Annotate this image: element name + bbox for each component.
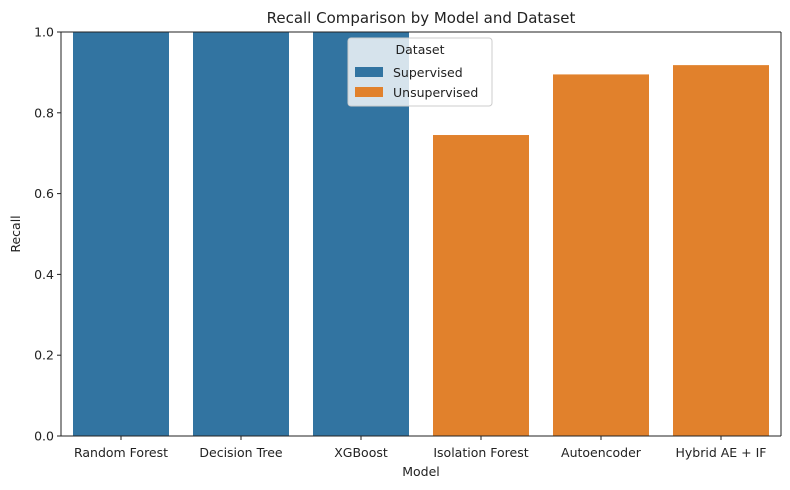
y-axis-title: Recall [8, 215, 23, 252]
bar-autoencoder [553, 74, 649, 437]
legend: Dataset Supervised Unsupervised [347, 37, 493, 107]
x-tick-label: XGBoost [334, 445, 388, 460]
x-axis-title: Model [402, 464, 440, 479]
x-tick-label: Random Forest [74, 445, 168, 460]
bar-random-forest [73, 32, 169, 436]
y-tick-label: 0.0 [34, 429, 54, 444]
x-tick-label: Isolation Forest [433, 445, 528, 460]
y-tick-label: 0.8 [34, 105, 54, 120]
y-tick-label: 0.2 [34, 348, 54, 363]
legend-label-supervised: Supervised [393, 65, 463, 80]
bar-decision-tree [193, 32, 289, 436]
y-tick-label: 0.6 [34, 186, 54, 201]
x-tick-label: Decision Tree [199, 445, 283, 460]
legend-title: Dataset [396, 42, 445, 57]
legend-label-unsupervised: Unsupervised [393, 85, 478, 100]
x-tick-label: Autoencoder [561, 445, 642, 460]
y-tick-label: 1.0 [34, 25, 54, 40]
bar-isolation-forest [433, 135, 529, 436]
x-tick-label: Hybrid AE + IF [676, 445, 767, 460]
y-tick-label: 0.4 [34, 267, 54, 282]
legend-swatch-supervised [355, 67, 383, 77]
bars-group [73, 32, 769, 437]
legend-box [347, 37, 493, 107]
chart-title: Recall Comparison by Model and Dataset [267, 9, 576, 27]
legend-swatch-unsupervised [355, 87, 383, 97]
x-axis-ticks: Random Forest Decision Tree XGBoost Isolati… [74, 436, 767, 460]
y-axis-ticks: 0.0 0.2 0.4 0.6 0.8 1.0 [34, 25, 61, 444]
bar-hybrid-ae-if [673, 65, 769, 437]
